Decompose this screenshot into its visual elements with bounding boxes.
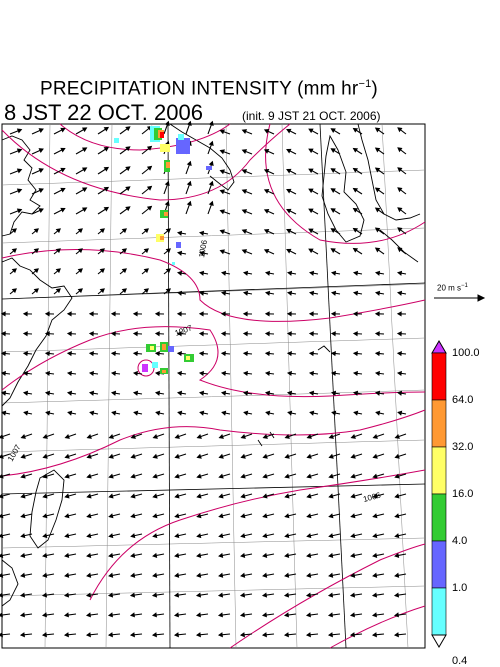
precip-cell xyxy=(164,212,168,216)
colorbar-segment xyxy=(432,541,446,588)
wind-vector-head xyxy=(0,455,3,458)
wind-scale-arrow xyxy=(434,295,484,301)
precip-cell xyxy=(176,242,181,248)
precip-cell xyxy=(160,236,164,240)
colorbar-over-triangle xyxy=(432,341,446,353)
wind-vector-head xyxy=(0,594,2,597)
wind-vector-head xyxy=(0,574,2,577)
precip-cell xyxy=(176,138,190,154)
colorbar-level-label: 16.0 xyxy=(452,488,473,500)
precip-cell xyxy=(178,134,184,140)
colorbar-level-label: 1.0 xyxy=(452,582,467,594)
colorbar-level-label: 100.0 xyxy=(452,347,480,359)
wind-vector-head xyxy=(188,122,191,125)
precip-cell xyxy=(186,356,190,360)
colorbar-level-label: 32.0 xyxy=(452,441,473,453)
colorbar-level-label: 4.0 xyxy=(452,535,467,547)
colorbar xyxy=(432,341,446,647)
wind-vector-head xyxy=(0,613,2,616)
precip-cell xyxy=(152,362,158,368)
colorbar-level-label: 64.0 xyxy=(452,394,473,406)
precip-cell xyxy=(142,364,148,372)
precip-cell xyxy=(162,370,166,373)
wind-vector-head xyxy=(0,475,3,478)
wind-vector-head xyxy=(0,494,3,497)
colorbar-segment xyxy=(432,353,446,400)
precip-cell xyxy=(150,346,154,350)
colorbar-level-label: 0.4 xyxy=(452,655,467,667)
wind-vector-head xyxy=(210,122,213,125)
precip-cell xyxy=(172,262,175,265)
wind-vector-head xyxy=(166,122,169,125)
wind-vector-head xyxy=(0,633,2,636)
wind-vector-head xyxy=(0,554,2,557)
colorbar-segment xyxy=(432,494,446,541)
precip-cell xyxy=(162,344,166,350)
colorbar-segment xyxy=(432,400,446,447)
colorbar-segment xyxy=(432,447,446,494)
wind-vector-head xyxy=(0,534,3,537)
precip-cell xyxy=(206,166,212,170)
precip-cell xyxy=(166,162,170,168)
wind-scale-label: 20 m s−1 xyxy=(437,283,468,293)
weather-map: 1006 1007 1007 1006 xyxy=(0,0,500,650)
colorbar-under-triangle xyxy=(432,635,446,647)
precip-cell xyxy=(160,144,170,152)
wind-vector-head xyxy=(0,435,3,438)
precip-cell xyxy=(168,346,174,352)
precip-cell xyxy=(160,132,164,138)
wind-vector-head xyxy=(0,514,3,517)
colorbar-segment xyxy=(432,588,446,635)
precip-cell xyxy=(114,138,119,143)
